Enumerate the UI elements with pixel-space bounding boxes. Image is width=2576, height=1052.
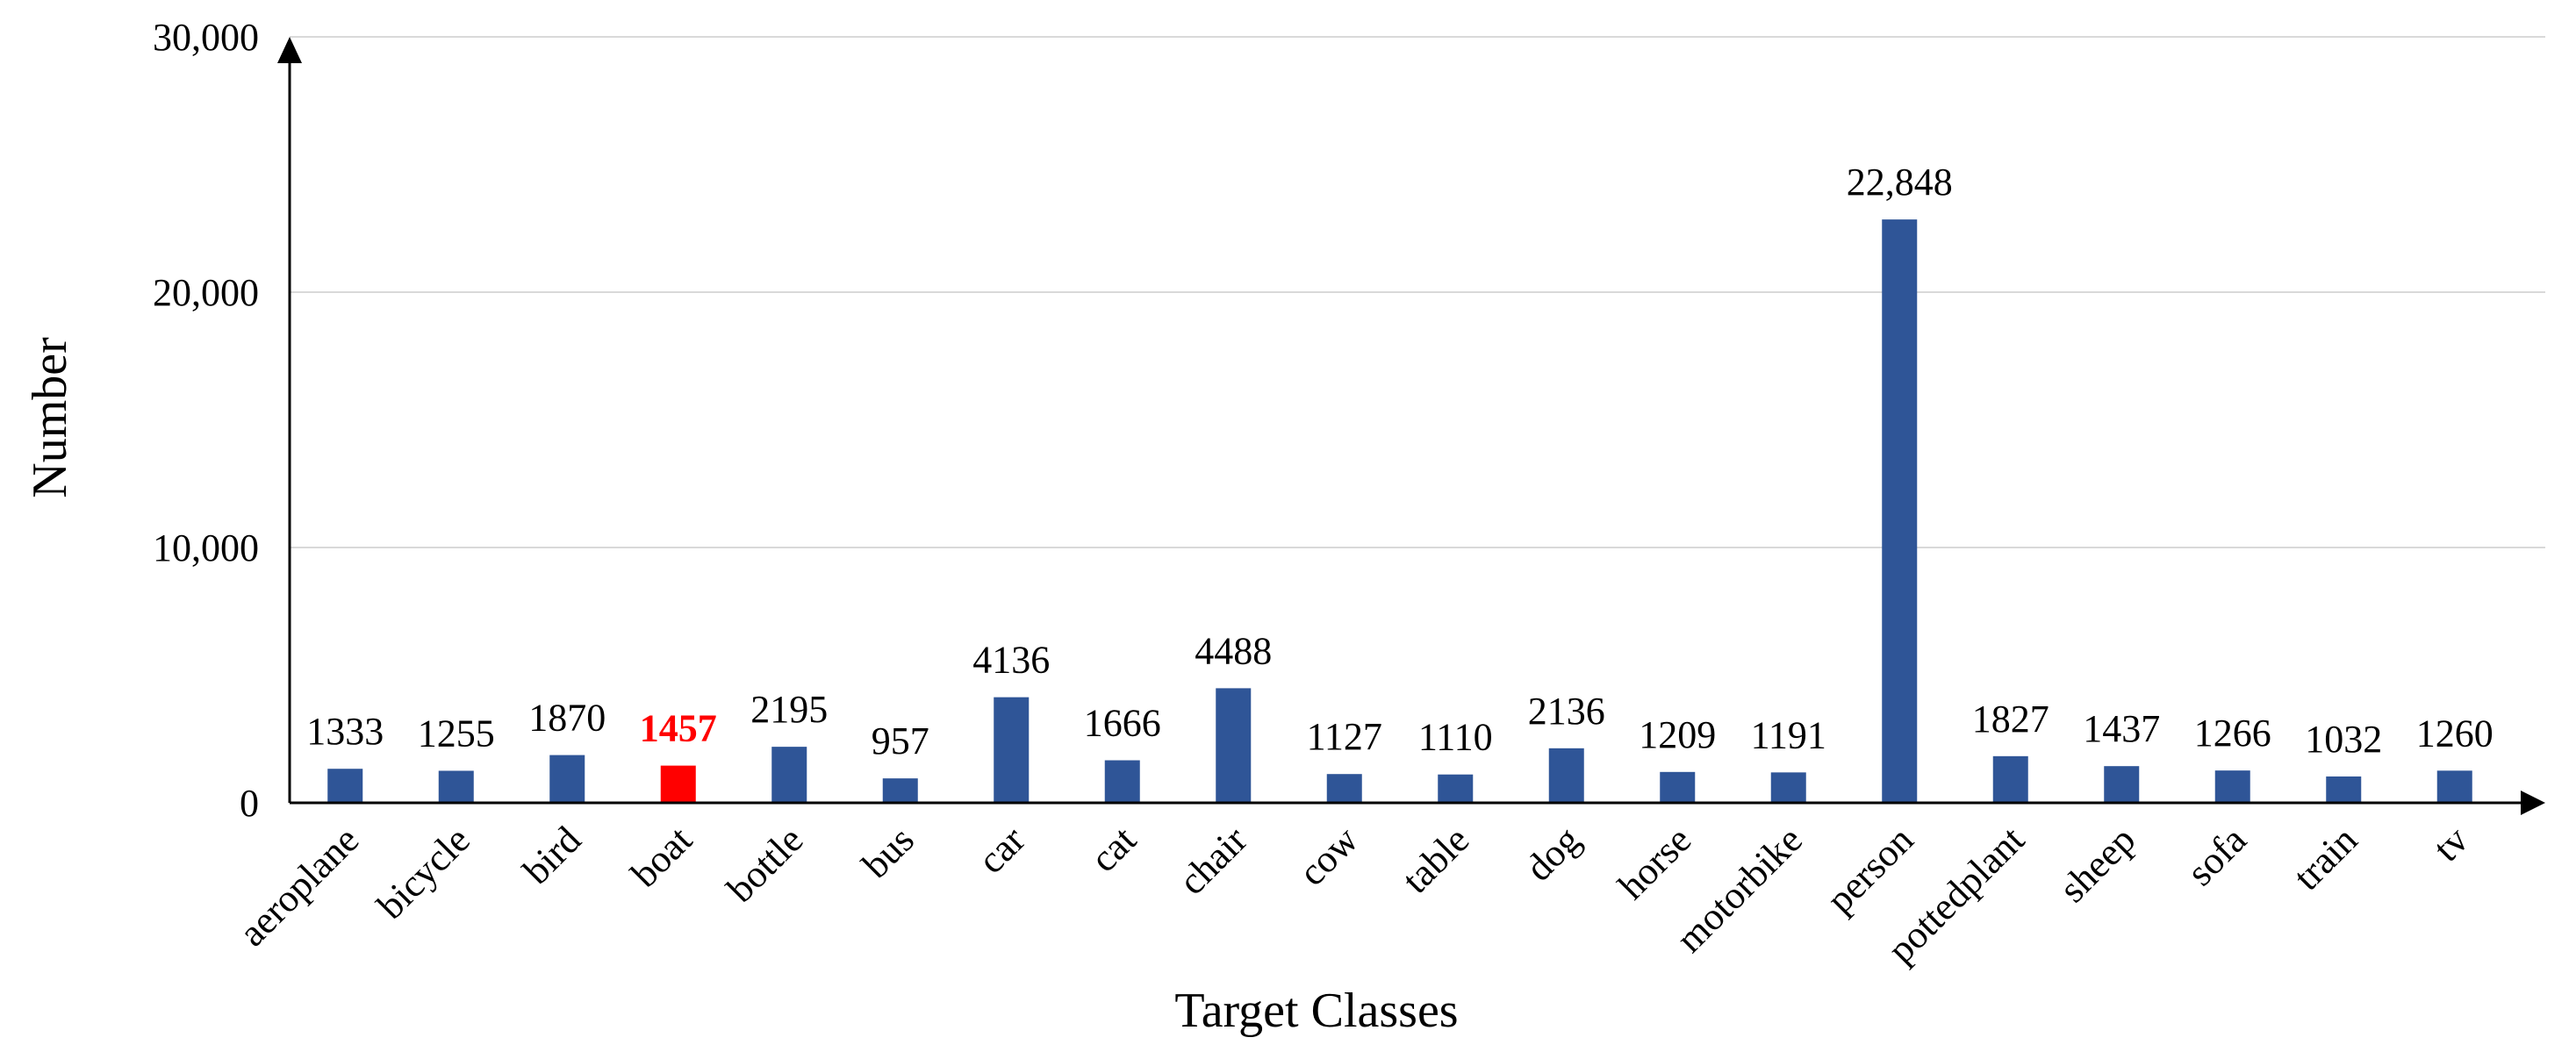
y-axis-arrow bbox=[277, 37, 302, 63]
x-tick-label-bottle: bottle bbox=[719, 818, 812, 911]
bar-sheep bbox=[2104, 766, 2140, 803]
bar-bicycle bbox=[438, 770, 474, 803]
bar-dog bbox=[1548, 748, 1584, 803]
bar-pottedplant bbox=[1992, 755, 2028, 803]
x-tick-label-person: person bbox=[1819, 818, 1922, 921]
x-tick-label-car: car bbox=[970, 818, 1034, 882]
value-label-sheep: 1437 bbox=[2083, 707, 2160, 750]
x-axis-title: Target Classes bbox=[1174, 984, 1458, 1038]
value-label-cat: 1666 bbox=[1084, 702, 1161, 745]
bar-horse bbox=[1660, 771, 1696, 803]
bars bbox=[327, 219, 2472, 804]
bar-chair bbox=[1216, 688, 1252, 803]
bar-cow bbox=[1326, 774, 1362, 803]
bar-boat bbox=[660, 765, 696, 803]
value-label-bird: 1870 bbox=[528, 697, 606, 740]
value-label-train: 1032 bbox=[2305, 718, 2382, 761]
value-labels: 1333 1255 1870 1457 2195 957 4136 1666 4488 1127 1… bbox=[306, 161, 2493, 762]
x-tick-label-cow: cow bbox=[1290, 818, 1367, 894]
x-tick-label-sheep: sheep bbox=[2051, 818, 2143, 910]
value-label-chair: 4488 bbox=[1195, 629, 1272, 672]
value-label-table: 1110 bbox=[1418, 716, 1493, 759]
bar-sofa bbox=[2214, 770, 2250, 803]
bar-motorbike bbox=[1770, 772, 1806, 803]
value-label-person: 22,848 bbox=[1847, 161, 1953, 204]
x-tick-label-cat: cat bbox=[1082, 818, 1144, 880]
value-label-bus: 957 bbox=[872, 719, 929, 762]
x-tick-label-bird: bird bbox=[515, 818, 590, 892]
value-label-bicycle: 1255 bbox=[418, 712, 495, 755]
y-tick-label: 30,000 bbox=[153, 16, 259, 59]
x-tick-label-dog: dog bbox=[1518, 818, 1589, 889]
x-tick-label-sofa: sofa bbox=[2178, 818, 2254, 893]
value-label-sofa: 1266 bbox=[2194, 712, 2271, 755]
y-tick-label: 10,000 bbox=[153, 526, 259, 569]
value-label-boat: 1457 bbox=[640, 707, 717, 750]
bar-train bbox=[2326, 776, 2362, 803]
y-tick-label: 0 bbox=[240, 782, 259, 825]
x-tick-label-chair: chair bbox=[1170, 818, 1255, 903]
value-label-aeroplane: 1333 bbox=[306, 710, 384, 753]
y-tick-label: 20,000 bbox=[153, 271, 259, 314]
bar-bottle bbox=[771, 747, 807, 803]
x-tick-label-horse: horse bbox=[1610, 818, 1699, 907]
value-label-motorbike: 1191 bbox=[1751, 713, 1826, 756]
x-axis-arrow bbox=[2521, 791, 2545, 815]
x-tick-label-boat: boat bbox=[623, 818, 700, 895]
value-label-pottedplant: 1827 bbox=[1972, 698, 2049, 741]
bar-cat bbox=[1104, 760, 1140, 803]
value-label-cow: 1127 bbox=[1307, 715, 1382, 758]
x-tick-label-bicycle: bicycle bbox=[369, 818, 477, 927]
x-tick-label-aeroplane: aeroplane bbox=[231, 818, 368, 955]
value-label-tv: 1260 bbox=[2416, 712, 2493, 755]
bar-tv bbox=[2436, 770, 2472, 803]
value-label-bottle: 2195 bbox=[750, 688, 828, 731]
value-label-dog: 2136 bbox=[1528, 690, 1605, 733]
bar-car bbox=[994, 697, 1030, 803]
x-tick-label-tv: tv bbox=[2425, 818, 2477, 870]
value-label-horse: 1209 bbox=[1639, 713, 1716, 756]
axes bbox=[277, 37, 2545, 815]
y-axis-title: Number bbox=[23, 337, 77, 498]
x-tick-label-bus: bus bbox=[854, 818, 922, 886]
value-label-car: 4136 bbox=[972, 639, 1050, 682]
bar-bus bbox=[882, 778, 918, 803]
bar-bird bbox=[549, 755, 585, 803]
bar-person bbox=[1882, 219, 1918, 804]
bar-aeroplane bbox=[327, 769, 363, 803]
x-tick-label-table: table bbox=[1394, 818, 1477, 901]
gridlines bbox=[290, 36, 2545, 548]
bar-table bbox=[1438, 774, 1474, 803]
x-tick-label-train: train bbox=[2285, 818, 2366, 898]
